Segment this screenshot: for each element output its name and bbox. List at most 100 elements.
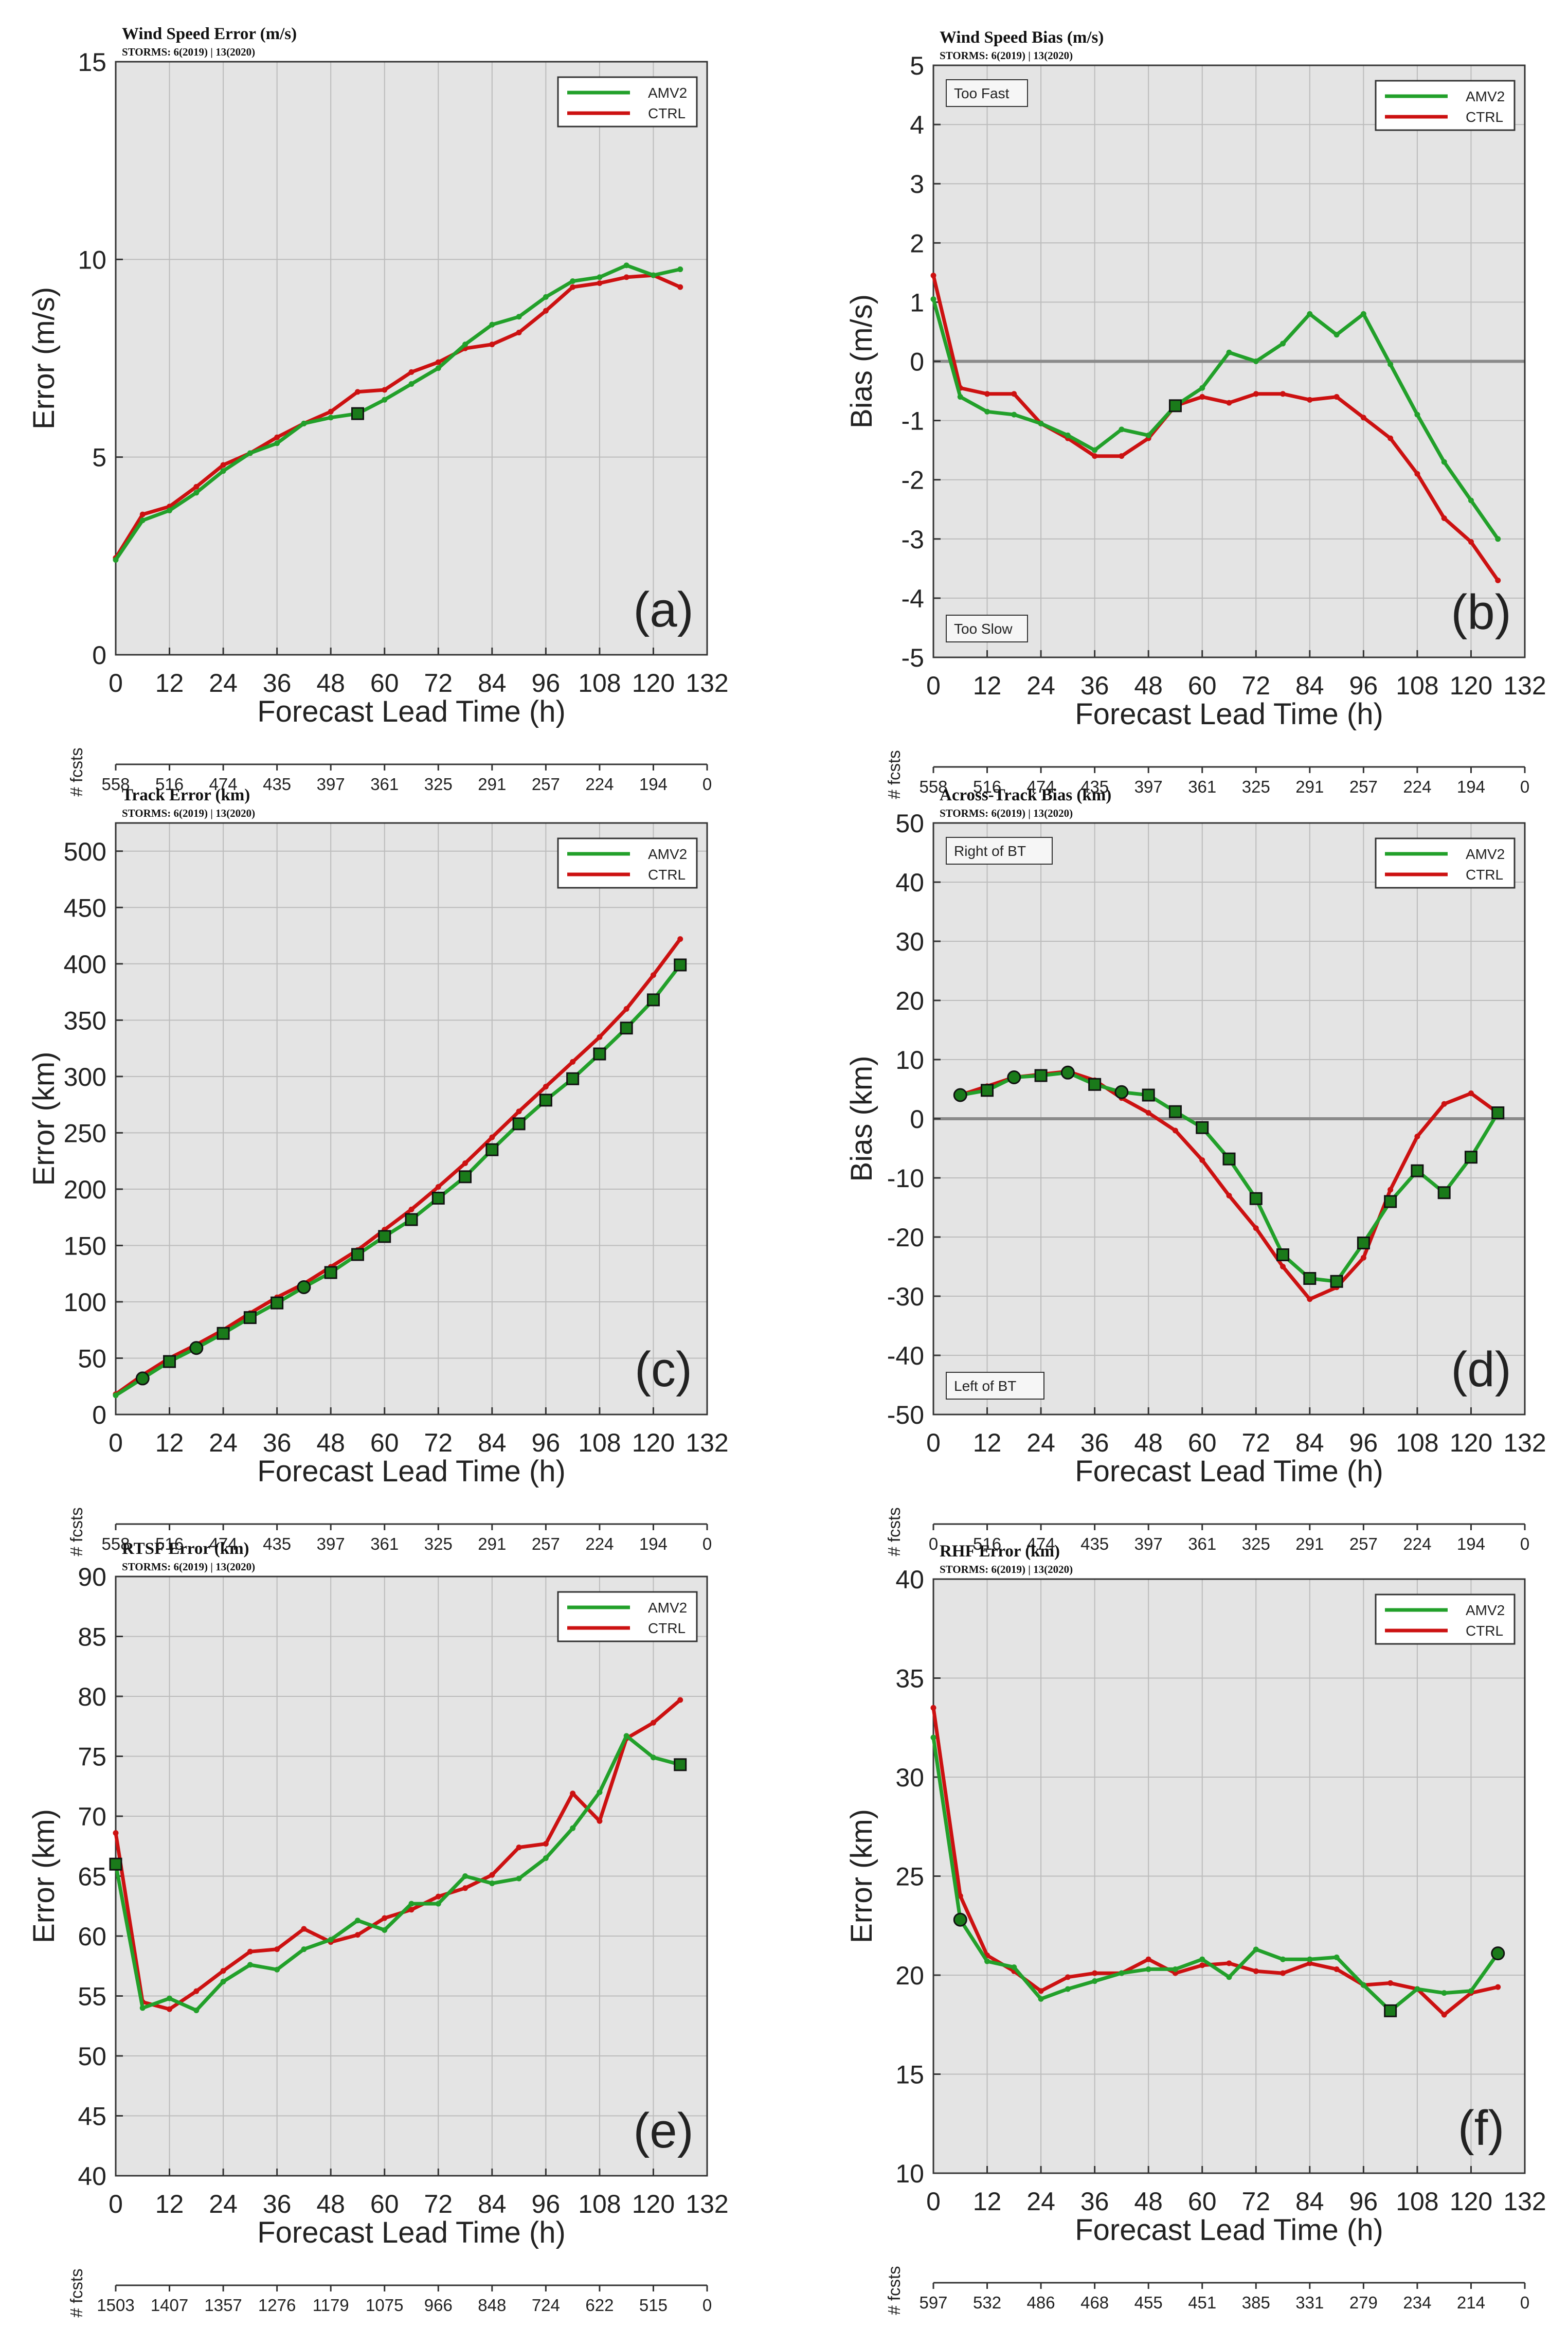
x-tick-label: 48 <box>316 669 345 697</box>
y-tick-label: 80 <box>78 1682 106 1711</box>
legend-label-amv2: AMV2 <box>648 85 687 101</box>
fcsts-tick-label: 558 <box>919 777 947 796</box>
data-point-ctrl <box>516 1108 522 1115</box>
data-point-ctrl <box>1253 391 1259 397</box>
x-tick-label: 72 <box>1241 671 1270 700</box>
y-tick-label: 50 <box>78 1344 106 1373</box>
data-point-ctrl <box>435 359 441 365</box>
series-line-ctrl <box>114 1698 681 2011</box>
sig-marker-square <box>217 1327 230 1340</box>
data-point-amv2 <box>167 507 173 513</box>
data-point-amv2 <box>1307 311 1313 317</box>
data-point-amv2 <box>1065 432 1071 438</box>
sig-marker-square <box>1249 1192 1263 1205</box>
data-point-amv2 <box>1280 341 1286 347</box>
y-tick-label: -30 <box>887 1282 924 1311</box>
sig-marker-square <box>539 1094 552 1107</box>
y-tick-label: -1 <box>902 407 924 436</box>
data-point-amv2 <box>462 342 468 348</box>
fcsts-tick-label: 516 <box>973 1534 1001 1553</box>
y-tick-label: 10 <box>895 2159 924 2188</box>
legend-label-ctrl: CTRL <box>1466 1623 1503 1639</box>
x-tick-label: 84 <box>1295 1428 1324 1457</box>
fcsts-tick-label: 516 <box>973 777 1001 796</box>
legend-label-ctrl: CTRL <box>648 105 686 121</box>
data-point-amv2 <box>597 1789 603 1795</box>
panel-title: Across-Track Bias (km) <box>940 786 1111 804</box>
sig-marker-circle <box>953 1912 967 1927</box>
x-tick-label: 132 <box>686 669 728 697</box>
y-tick-label: -3 <box>902 525 924 554</box>
panel-letter: (f) <box>1458 2101 1505 2156</box>
data-point-ctrl <box>489 342 495 348</box>
x-tick-label: 132 <box>1503 2187 1546 2216</box>
y-tick-label: -40 <box>887 1341 924 1370</box>
data-point-ctrl <box>1226 400 1232 406</box>
y-tick-label: 450 <box>64 893 106 922</box>
sig-marker-square <box>512 1117 526 1131</box>
x-tick-label: 60 <box>1188 671 1217 700</box>
data-point-ctrl <box>1199 1157 1205 1163</box>
y-tick-label: 0 <box>910 348 924 377</box>
data-point-ctrl <box>597 280 603 286</box>
data-point-amv2 <box>1360 1982 1366 1988</box>
fcsts-tick-label: 486 <box>1027 2293 1055 2312</box>
data-point-ctrl <box>1011 391 1017 397</box>
x-tick-label: 48 <box>316 2190 345 2218</box>
data-point-amv2 <box>543 1855 549 1861</box>
y-tick-label: -5 <box>902 643 924 672</box>
data-point-amv2 <box>274 1966 280 1973</box>
series-line-amv2 <box>114 263 681 561</box>
data-point-ctrl <box>489 1872 495 1878</box>
data-point-amv2 <box>1038 1996 1044 2002</box>
data-point-ctrl <box>650 1720 656 1726</box>
data-point-ctrl <box>677 1697 683 1703</box>
x-tick-label: 0 <box>926 1428 941 1457</box>
x-tick-label: 96 <box>1349 1428 1378 1457</box>
data-point-ctrl <box>597 1034 603 1040</box>
data-point-ctrl <box>1333 394 1340 400</box>
data-point-amv2 <box>301 420 307 426</box>
x-tick-label: 48 <box>316 1428 345 1457</box>
y-tick-label: 250 <box>64 1119 106 1148</box>
x-axis-label: Forecast Lead Time (h) <box>257 2216 566 2249</box>
panel-letter: (c) <box>635 1342 692 1397</box>
data-point-ctrl <box>1145 1110 1151 1116</box>
panel-title: RTSF Error (km) <box>122 1539 249 1558</box>
data-point-ctrl <box>1280 1264 1286 1269</box>
corner-label-top: Right of BT <box>954 843 1026 859</box>
data-point-amv2 <box>1119 1970 1125 1976</box>
panel-b: 0 12 24 36 48 60 72 84 96 108 120 132-5-4-3-2-10123… <box>845 28 1546 799</box>
fcsts-tick-label: 558 <box>101 1534 130 1553</box>
data-point-ctrl <box>1226 1193 1232 1198</box>
fcsts-tick-label: 224 <box>1403 777 1431 796</box>
x-axis-label: Forecast Lead Time (h) <box>257 695 566 728</box>
y-tick-label: -2 <box>902 466 924 495</box>
data-point-ctrl <box>113 1830 119 1836</box>
sig-marker-circle <box>1060 1065 1075 1080</box>
legend-box <box>1375 1593 1516 1645</box>
panel-title: Wind Speed Bias (m/s) <box>940 28 1104 47</box>
fcsts-tick-label: 532 <box>973 2293 1001 2312</box>
data-point-amv2 <box>489 321 495 328</box>
data-point-ctrl <box>543 1841 549 1847</box>
y-tick-label: -50 <box>887 1401 924 1429</box>
x-tick-label: 36 <box>263 2190 292 2218</box>
sig-marker-square <box>1168 1105 1182 1118</box>
x-tick-label: 72 <box>424 2190 453 2218</box>
data-point-amv2 <box>408 381 414 387</box>
data-point-amv2 <box>247 450 253 456</box>
fcsts-tick-label: 1276 <box>258 2296 296 2315</box>
data-point-ctrl <box>1280 1970 1286 1976</box>
sig-marker-square <box>1330 1275 1343 1288</box>
data-point-ctrl <box>1092 453 1098 459</box>
y-tick-label: 20 <box>895 1961 924 1990</box>
sig-marker-square <box>981 1084 994 1097</box>
fcsts-tick-label: 474 <box>209 775 238 794</box>
panel-c: 0 12 24 36 48 60 72 84 96 108 120 132 0 50 100 150 200 25… <box>27 786 729 1556</box>
x-tick-label: 96 <box>1349 2187 1378 2216</box>
data-point-amv2 <box>1360 311 1366 317</box>
legend: AMV2 CTRL <box>1375 80 1516 131</box>
fcsts-tick-label: 724 <box>532 2296 560 2315</box>
x-tick-label: 24 <box>209 2190 238 2218</box>
